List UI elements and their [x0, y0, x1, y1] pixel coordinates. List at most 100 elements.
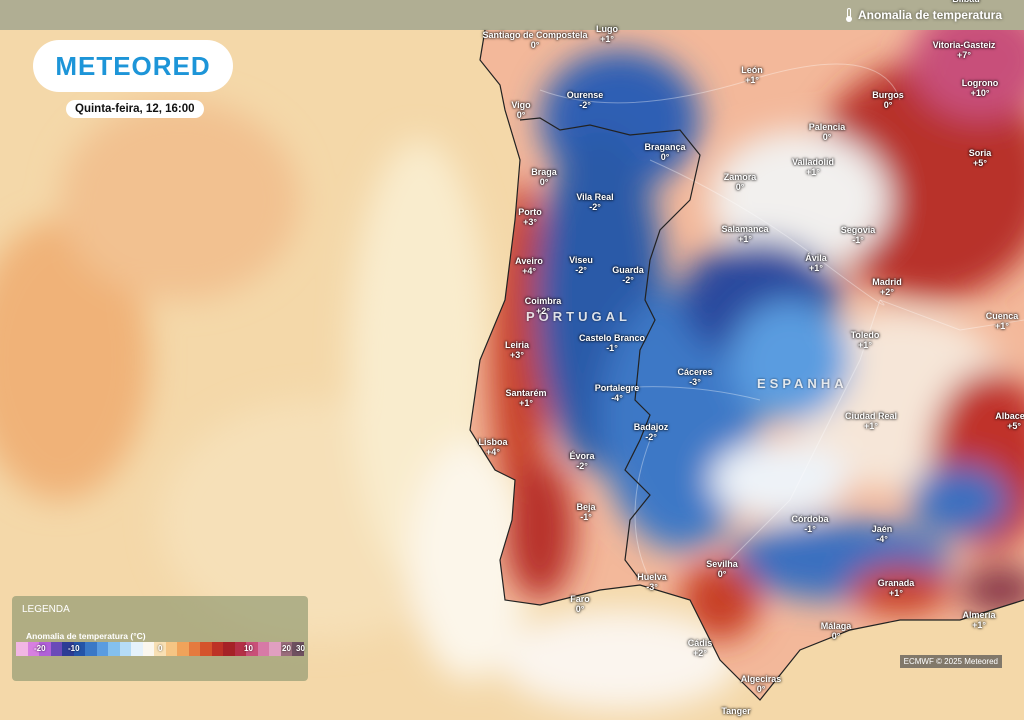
city-name: Portalegre [594, 383, 640, 393]
city-label[interactable]: Huelva -3° [637, 572, 667, 592]
scale-swatch [73, 642, 86, 656]
city-anomaly-value: +1° [864, 421, 878, 431]
scale-swatch [246, 642, 258, 656]
legend-title: LEGENDA [22, 604, 70, 615]
legend-tick: -20 [34, 644, 46, 653]
city-anomaly-value: +1° [889, 588, 903, 598]
layer-title[interactable]: Anomalia de temperatura [845, 8, 1002, 22]
legend-tick: -10 [68, 644, 80, 653]
city-label[interactable]: Ourense -2° [567, 90, 604, 110]
city-anomaly-value: +2° [693, 648, 707, 658]
city-name: Ciudad Real [844, 411, 898, 421]
layer-title-label: Anomalia de temperatura [857, 8, 1002, 22]
city-label[interactable]: Zamora 0° [724, 172, 757, 192]
city-name: Cuenca [985, 311, 1019, 321]
scale-swatch [131, 642, 143, 656]
city-anomaly-value: +1° [519, 398, 533, 408]
city-anomaly-value: +5° [973, 158, 987, 168]
city-label[interactable]: Portalegre -4° [595, 383, 640, 403]
city-label[interactable]: Sevilha 0° [706, 559, 738, 579]
city-label[interactable]: Palencia 0° [809, 122, 846, 142]
city-anomaly-value: -1° [852, 235, 864, 245]
city-name: Vitoria-Gasteiz [932, 40, 996, 50]
scale-swatch [119, 642, 132, 656]
scale-swatch [62, 642, 74, 656]
city-name: Lisboa [478, 437, 508, 447]
scale-swatch [292, 642, 304, 656]
city-label[interactable]: Lugo +1° [596, 24, 618, 44]
city-label[interactable]: Burgos 0° [872, 90, 904, 110]
city-label[interactable]: Aveiro +4° [515, 256, 543, 276]
city-name: Évora [569, 451, 595, 461]
city-label[interactable]: Salamanca +1° [721, 224, 768, 244]
city-name: Porto [518, 207, 542, 217]
scale-swatch [280, 642, 293, 656]
city-name: Ávila [805, 253, 827, 263]
city-label[interactable]: Tanger [721, 706, 750, 716]
city-label[interactable]: Porto +3° [518, 207, 542, 227]
city-anomaly-value: 0° [660, 152, 670, 162]
city-label[interactable]: Algeciras 0° [741, 674, 782, 694]
meteored-logo[interactable]: METEORED [33, 40, 233, 92]
top-bar: Anomalia de temperatura [0, 0, 1024, 30]
city-label[interactable]: Santiago de Compostela 0° [482, 30, 587, 50]
city-label[interactable]: Braga 0° [531, 167, 557, 187]
forecast-time[interactable]: Quinta-feira, 12, 16:00 [66, 100, 204, 118]
city-label[interactable]: Albacete+5° [995, 411, 1024, 431]
city-label[interactable]: Bragança 0° [644, 142, 685, 162]
city-label[interactable]: Ávila +1° [805, 253, 827, 273]
city-label[interactable]: Bilbau [952, 0, 980, 4]
city-label[interactable]: Badajoz -2° [634, 422, 669, 442]
scale-swatch [16, 642, 28, 656]
city-label[interactable]: Vigo 0° [511, 100, 530, 120]
city-label[interactable]: Jaén -4° [872, 524, 893, 544]
city-anomaly-value: 0° [516, 110, 526, 120]
city-label[interactable]: Faro 0° [570, 594, 590, 614]
city-label[interactable]: Toledo +1° [851, 330, 880, 350]
city-label[interactable]: Valladolid +1° [792, 157, 834, 177]
city-anomaly-value: +2° [536, 306, 550, 316]
city-label[interactable]: Granada +1° [878, 578, 915, 598]
city-anomaly-value: +1° [600, 34, 614, 44]
scale-swatch [50, 642, 63, 656]
city-name: Bilbau [952, 0, 980, 4]
city-anomaly-value: +1° [809, 263, 823, 273]
city-label[interactable]: Logrono +10° [962, 78, 999, 98]
city-label[interactable]: Coimbra +2° [525, 296, 562, 316]
city-label[interactable]: Soria +5° [969, 148, 992, 168]
city-anomaly-value: +4° [522, 266, 536, 276]
city-anomaly-value: -2° [645, 432, 657, 442]
city-label[interactable]: Madrid +2° [872, 277, 902, 297]
city-label[interactable]: Lisboa +4° [478, 437, 507, 457]
city-label[interactable]: Leiria +3° [505, 340, 529, 360]
city-label[interactable]: Vila Real -2° [576, 192, 613, 212]
city-anomaly-value: -4° [611, 393, 623, 403]
city-label[interactable]: Évora -2° [569, 451, 594, 471]
city-label[interactable]: Córdoba -1° [792, 514, 829, 534]
city-label[interactable]: Beja -1° [576, 502, 595, 522]
scale-swatch [154, 642, 166, 656]
city-name: Braga [531, 167, 557, 177]
city-label[interactable]: Ciudad Real +1° [845, 411, 897, 431]
scale-swatch [200, 642, 212, 656]
city-label[interactable]: Guarda -2° [612, 265, 644, 285]
city-anomaly-value: -4° [876, 534, 888, 544]
city-name: Córdoba [791, 514, 829, 524]
legend-tick: 0 [158, 644, 163, 653]
city-label[interactable]: Almería +1° [962, 610, 995, 630]
city-label[interactable]: Cáceres -3° [677, 367, 712, 387]
city-name: Lugo [596, 24, 618, 34]
city-label[interactable]: Cádis +2° [688, 638, 713, 658]
city-label[interactable]: Viseu -2° [569, 255, 593, 275]
city-label[interactable]: Santarém +1° [505, 388, 546, 408]
city-label[interactable]: Castelo Branco -1° [579, 333, 645, 353]
city-label[interactable]: Vitoria-Gasteiz +7° [933, 40, 996, 60]
city-label[interactable]: Segovia -1° [841, 225, 876, 245]
city-label[interactable]: Cuenca +1° [986, 311, 1019, 331]
scale-swatch [269, 642, 281, 656]
legend-panel: LEGENDA Anomalia de temperatura (°C) -20… [12, 596, 308, 681]
city-label[interactable]: León +1° [741, 65, 763, 85]
city-name: Cádis [687, 638, 713, 648]
city-label[interactable]: Málaga 0° [821, 621, 852, 641]
